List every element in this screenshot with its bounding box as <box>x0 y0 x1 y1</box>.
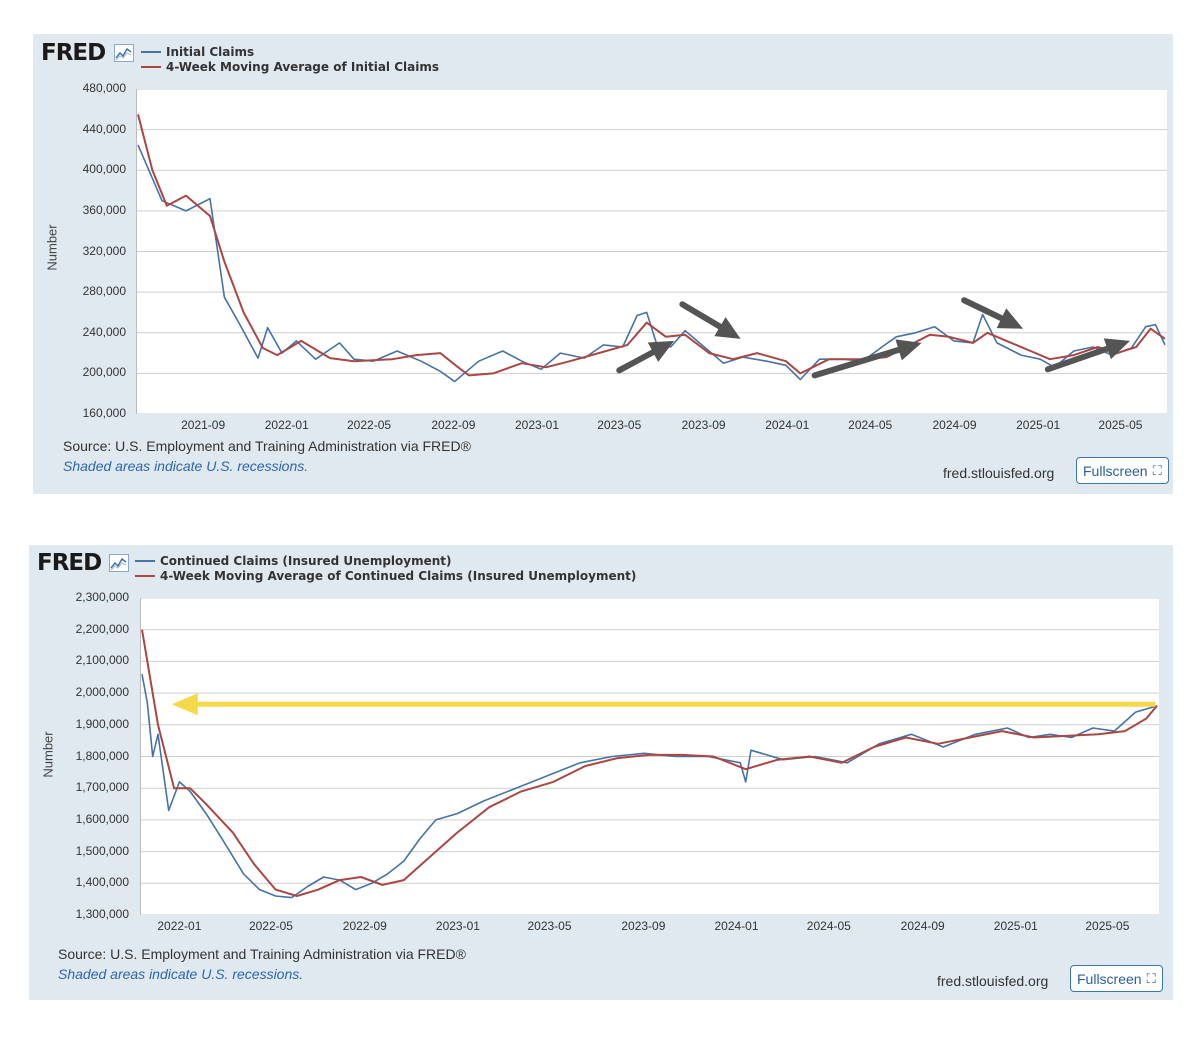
fullscreen-button[interactable]: Fullscreen ⛶ <box>1070 965 1163 992</box>
legend-label: 4-Week Moving Average of Continued Claim… <box>160 568 637 583</box>
legend-swatch-blue <box>141 50 161 53</box>
fred-chart-icon <box>114 44 134 62</box>
fullscreen-label: Fullscreen <box>1083 462 1148 479</box>
x-tick-label: 2022-01 <box>264 418 309 432</box>
x-tick-label: 2024-09 <box>932 418 977 432</box>
y-tick-label: 2,100,000 <box>75 653 129 668</box>
x-tick-label: 2024-09 <box>900 919 945 933</box>
chart-panel-continued-claims: FRED Continued Claims (Insured Unemploym… <box>29 545 1173 1000</box>
y-tick-label: 1,400,000 <box>75 875 129 890</box>
x-tick-label: 2022-01 <box>157 919 202 933</box>
y-tick-label: 1,500,000 <box>75 843 129 858</box>
fred-logo[interactable]: FRED <box>41 40 106 66</box>
recession-note: Shaded areas indicate U.S. recessions. <box>58 966 304 982</box>
y-tick-label: 480,000 <box>82 81 126 95</box>
x-tick-label: 2022-05 <box>347 418 392 432</box>
y-tick-label: 2,000,000 <box>75 685 129 700</box>
expand-icon: ⛶ <box>1152 462 1162 478</box>
site-url[interactable]: fred.stlouisfed.org <box>937 973 1049 989</box>
y-tick-label: 200,000 <box>82 365 126 380</box>
y-tick-label: 1,600,000 <box>75 811 129 826</box>
y-tick-label: 1,800,000 <box>75 748 129 763</box>
x-tick-label: 2023-05 <box>527 919 572 933</box>
legend-label: Initial Claims <box>166 44 255 59</box>
legend-label: Continued Claims (Insured Unemployment) <box>160 553 452 568</box>
annotation-arrow-up <box>811 339 922 379</box>
y-tick-label: 240,000 <box>82 324 126 339</box>
x-tick-label: 2025-05 <box>1085 919 1130 933</box>
series-line-moving-average[interactable] <box>141 629 1158 897</box>
y-tick-label: 280,000 <box>82 284 126 299</box>
y-tick-label: 1,300,000 <box>75 907 129 921</box>
x-tick-label: 2023-09 <box>681 418 726 432</box>
legend-item-initial-claims[interactable]: Initial Claims <box>141 44 439 59</box>
y-tick-label: 2,200,000 <box>75 621 129 636</box>
legend-item-moving-average[interactable]: 4-Week Moving Average of Continued Claim… <box>135 568 636 583</box>
fred-chart-icon <box>109 554 129 572</box>
legend-item-moving-average[interactable]: 4-Week Moving Average of Initial Claims <box>141 59 439 74</box>
expand-icon: ⛶ <box>1146 970 1156 986</box>
x-tick-label: 2022-09 <box>342 919 387 933</box>
x-tick-label: 2024-01 <box>765 418 810 432</box>
legend: Continued Claims (Insured Unemployment) … <box>135 553 636 583</box>
legend-swatch-blue <box>135 559 155 562</box>
legend-swatch-red <box>141 65 161 68</box>
y-tick-label: 1,700,000 <box>75 780 129 795</box>
x-tick-label: 2023-01 <box>435 919 480 933</box>
x-tick-label: 2022-05 <box>248 919 293 933</box>
x-tick-label: 2022-09 <box>431 418 476 432</box>
fred-logo[interactable]: FRED <box>37 550 102 576</box>
initial-claims-chart <box>136 89 1167 414</box>
legend-label: 4-Week Moving Average of Initial Claims <box>166 59 439 74</box>
x-tick-label: 2024-01 <box>714 919 759 933</box>
annotation-arrow-left <box>171 693 1156 716</box>
annotation-arrow-down <box>679 301 741 339</box>
legend: Initial Claims 4-Week Moving Average of … <box>141 44 439 74</box>
source-note: Source: U.S. Employment and Training Adm… <box>63 438 471 454</box>
annotation-arrow-up <box>616 340 675 374</box>
chart-panel-initial-claims: FRED Initial Claims 4-Week Moving Averag… <box>33 34 1173 494</box>
annotation-arrow-up <box>1044 338 1131 373</box>
y-tick-label: 360,000 <box>82 202 126 217</box>
x-tick-label: 2025-01 <box>993 919 1038 933</box>
y-tick-label: 2,300,000 <box>75 590 129 604</box>
legend-swatch-red <box>135 574 155 577</box>
series-line-weekly[interactable] <box>141 673 1158 899</box>
legend-item-continued-claims[interactable]: Continued Claims (Insured Unemployment) <box>135 553 636 568</box>
fullscreen-button[interactable]: Fullscreen ⛶ <box>1076 457 1169 484</box>
series-line-moving-average[interactable] <box>137 114 1166 377</box>
fullscreen-label: Fullscreen <box>1077 970 1142 987</box>
y-tick-label: 440,000 <box>82 121 126 136</box>
y-tick-label: 160,000 <box>82 406 126 420</box>
y-tick-label: 400,000 <box>82 162 126 177</box>
source-note: Source: U.S. Employment and Training Adm… <box>58 946 466 962</box>
x-tick-label: 2023-05 <box>597 418 642 432</box>
y-tick-label: 320,000 <box>82 243 126 258</box>
x-tick-label: 2025-05 <box>1098 418 1143 432</box>
x-tick-label: 2021-09 <box>181 418 226 432</box>
site-url[interactable]: fred.stlouisfed.org <box>943 465 1055 481</box>
x-tick-label: 2024-05 <box>848 418 893 432</box>
continued-claims-chart <box>140 598 1159 915</box>
x-tick-label: 2024-05 <box>806 919 851 933</box>
recession-note: Shaded areas indicate U.S. recessions. <box>63 458 309 474</box>
y-tick-label: 1,900,000 <box>75 716 129 731</box>
x-tick-label: 2025-01 <box>1016 418 1061 432</box>
x-tick-label: 2023-09 <box>621 919 666 933</box>
x-tick-label: 2023-01 <box>514 418 560 432</box>
annotation-arrow-down <box>961 297 1024 329</box>
